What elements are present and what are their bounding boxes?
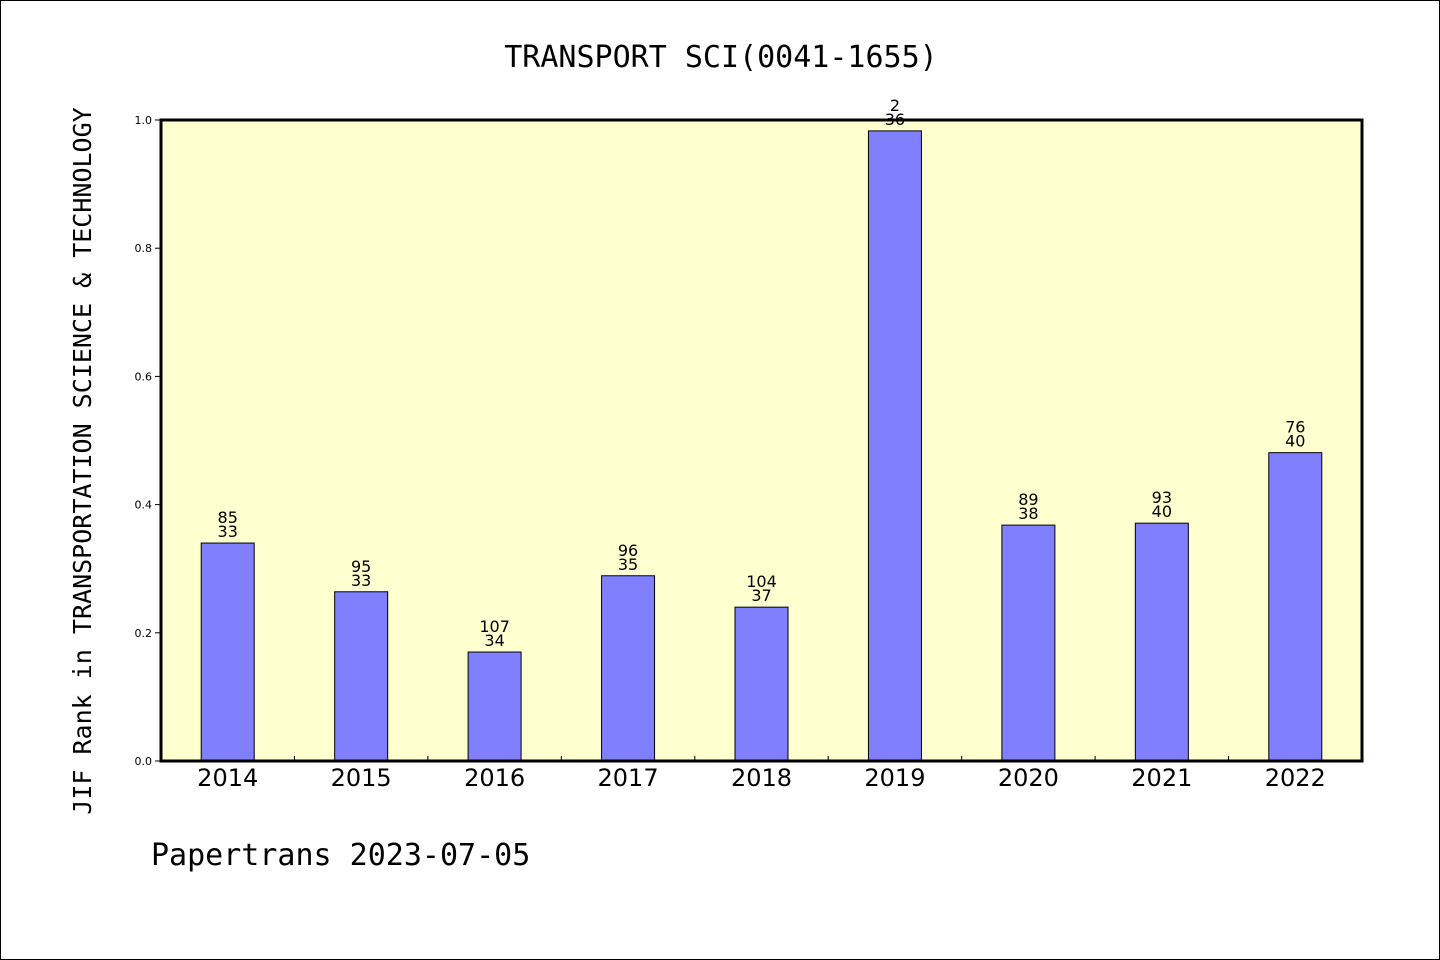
bar-label-total: 34: [484, 631, 504, 650]
bar-label-rank: 85: [218, 508, 238, 527]
x-tick-label: 2014: [197, 764, 258, 792]
x-tick-label: 2019: [864, 764, 925, 792]
bar-label-total: 37: [751, 586, 771, 605]
x-tick-label: 2017: [598, 764, 659, 792]
bar: [200, 542, 255, 762]
bar-label-rank: 2: [890, 96, 900, 115]
bar-label-total: 35: [618, 555, 638, 574]
x-tick-label: 2018: [731, 764, 792, 792]
y-tick-label: 0.8: [135, 242, 153, 255]
bar-label-rank: 96: [618, 541, 638, 560]
credit-text: Papertrans 2023-07-05: [151, 838, 530, 873]
bar-label-total: 33: [351, 571, 371, 590]
x-tick-label: 2022: [1265, 764, 1326, 792]
bar-label-rank: 76: [1285, 418, 1305, 437]
bar: [467, 651, 522, 762]
y-tick-label: 0.6: [135, 370, 153, 383]
bar: [1134, 522, 1189, 762]
bar-label-rank: 107: [479, 617, 510, 636]
y-tick-label: 0.4: [135, 499, 153, 512]
plot-frame: [159, 118, 1364, 763]
bar-label-rank: 104: [746, 572, 777, 591]
x-tick-label: 2016: [464, 764, 525, 792]
x-tick-label: 2015: [331, 764, 392, 792]
bar-label-rank: 89: [1018, 490, 1038, 509]
bar: [1268, 452, 1323, 762]
bar: [1001, 524, 1056, 762]
bar-label-total: 40: [1285, 432, 1305, 451]
x-tick-label: 2020: [998, 764, 1059, 792]
y-tick-label: 0.0: [135, 755, 153, 768]
y-axis-label: JIF Rank in TRANSPORTATION SCIENCE & TEC…: [68, 107, 97, 814]
chart-title: TRANSPORT SCI(0041-1655): [504, 40, 937, 75]
bar-label-rank: 95: [351, 557, 371, 576]
y-tick-label: 1.0: [135, 114, 153, 127]
bar: [334, 591, 389, 762]
bar: [734, 606, 789, 762]
plot-area: 0.00.20.40.60.81.08533201495332015107342…: [135, 96, 1364, 792]
bar-label-total: 33: [218, 522, 238, 541]
bar-label-total: 38: [1018, 504, 1038, 523]
bar: [867, 130, 922, 762]
bar: [601, 575, 656, 762]
bar-label-rank: 93: [1152, 488, 1172, 507]
x-tick-label: 2021: [1131, 764, 1192, 792]
y-tick-label: 0.2: [135, 627, 153, 640]
bar-label-total: 40: [1152, 502, 1172, 521]
